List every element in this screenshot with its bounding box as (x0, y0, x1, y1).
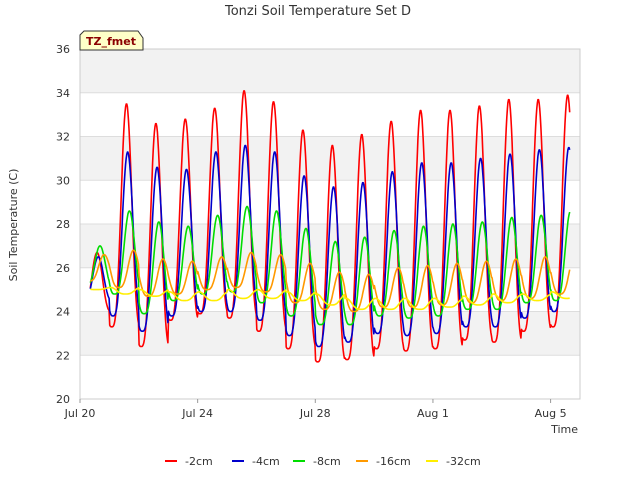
plot-band (80, 355, 580, 399)
series-layer (89, 90, 571, 363)
y-axis-ticks: 20 22 24 26 28 30 32 34 36 (56, 43, 70, 406)
chart-title: Tonzi Soil Temperature Set D (224, 4, 411, 19)
plot-band (80, 92, 580, 137)
y-tick-label: 26 (56, 262, 70, 275)
legend-label: -16cm (376, 455, 411, 468)
y-tick-label: 34 (56, 87, 70, 100)
plot-band (80, 311, 580, 356)
legend: -2cm -4cm -8cm -16cm -32cm (165, 455, 481, 468)
y-tick-label: 30 (56, 174, 70, 187)
x-tick-label: Jul 28 (299, 407, 331, 420)
legend-label: -8cm (313, 455, 341, 468)
site-tag-label: TZ_fmet (86, 35, 136, 48)
legend-item: -32cm (426, 455, 481, 468)
y-tick-label: 28 (56, 218, 70, 231)
legend-item: -16cm (356, 455, 411, 468)
legend-label: -2cm (185, 455, 213, 468)
series-line-minus-8cm (89, 205, 571, 326)
y-tick-label: 36 (56, 43, 70, 56)
x-tick-label: Jul 24 (181, 407, 213, 420)
plot-frame (79, 48, 581, 400)
legend-item: -4cm (232, 455, 280, 468)
x-tick-label: Aug 1 (417, 407, 449, 420)
y-tick-label: 24 (56, 306, 70, 319)
legend-label: -32cm (446, 455, 481, 468)
y-tick-label: 22 (56, 349, 70, 362)
y-tick-label: 20 (56, 393, 70, 406)
y-axis-label: Soil Temperature (C) (7, 169, 20, 282)
plot-band (80, 49, 580, 93)
legend-label: -4cm (252, 455, 280, 468)
legend-item: -8cm (293, 455, 341, 468)
series-line-minus-32cm (90, 286, 570, 311)
legend-item: -2cm (165, 455, 213, 468)
x-tick-label: Aug 5 (535, 407, 567, 420)
x-axis-label: Time (550, 423, 578, 436)
site-tag: TZ_fmet (79, 30, 144, 51)
x-tick-label: Jul 20 (64, 407, 96, 420)
series-line-minus-4cm (89, 144, 571, 348)
x-axis-ticks: Jul 20 Jul 24 Jul 28 Aug 1 Aug 5 (64, 399, 567, 420)
series-line-minus-2cm (89, 90, 571, 363)
y-tick-label: 32 (56, 131, 70, 144)
